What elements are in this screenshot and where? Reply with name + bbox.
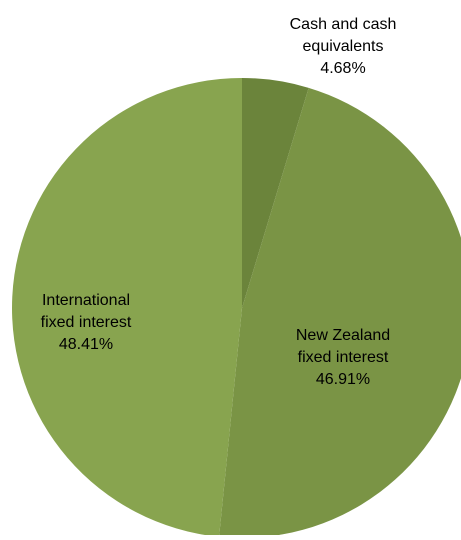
pie-label-text: fixed interest [41, 314, 132, 331]
pie-label-international-fixed-interest: International fixed interest 48.41% [41, 292, 132, 353]
pie-label-text: Cash and cash [290, 16, 397, 33]
pie-slices [11, 78, 461, 538]
pie-label-text: International [42, 292, 130, 309]
pie-label-cash-and-cash-equivalents: Cash and cash equivalents 4.68% [290, 16, 397, 77]
pie-slice-cash-and-cash-equivalents [242, 78, 309, 308]
pie-slice-new-zealand-fixed-interest [219, 87, 461, 538]
pie-label-value: 48.41% [59, 336, 113, 353]
pie-label-value: 46.91% [316, 371, 370, 388]
pie-label-text: New Zealand [296, 327, 390, 344]
pie-label-new-zealand-fixed-interest: New Zealand fixed interest 46.91% [296, 327, 390, 388]
pie-label-text: equivalents [303, 38, 384, 55]
pie-slice-international-fixed-interest [11, 78, 242, 537]
pie-label-text: fixed interest [298, 349, 389, 366]
pie-labels: Cash and cash equivalents 4.68% New Zealand… [41, 16, 397, 388]
pie-label-value: 4.68% [320, 60, 365, 77]
